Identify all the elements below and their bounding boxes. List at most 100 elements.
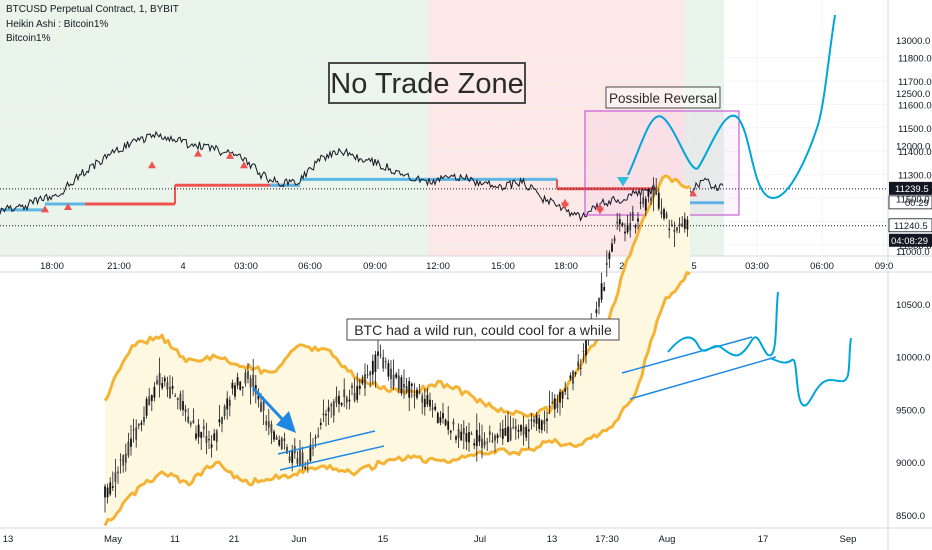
candle-body [176, 397, 179, 400]
time-tick-label: 17:30 [595, 534, 619, 545]
countdown-badge [888, 195, 932, 210]
candle-body [189, 422, 192, 425]
time-tick-label: May [104, 534, 122, 545]
buy-signal-marker [194, 149, 202, 157]
time-tick-label: 15:00 [491, 261, 515, 272]
candle-body [540, 420, 543, 431]
candle-body [127, 441, 130, 456]
candle-body [408, 381, 411, 398]
price-tick-label: 12500.0 [896, 89, 930, 100]
candle-body [475, 429, 478, 447]
no-trade-box [328, 62, 526, 104]
candle-body [348, 399, 351, 402]
candle-body [291, 450, 294, 464]
candle-body [566, 398, 569, 400]
price-tick-label: 11400.0 [898, 147, 932, 158]
candle-body [161, 383, 164, 388]
candle-body [439, 417, 442, 423]
candle-body [413, 394, 416, 397]
candle-body [275, 437, 278, 440]
candle-body [429, 399, 431, 407]
price-tick-label: 11300.0 [898, 171, 932, 182]
candle-body [533, 419, 535, 423]
candle-body [603, 287, 606, 291]
candle-body [670, 224, 673, 226]
candle-body [605, 262, 608, 266]
candle-body [234, 385, 236, 397]
candle-body [104, 486, 106, 498]
bitcoin1-legend[interactable]: Bitcoin1% [6, 33, 51, 44]
candle-body [488, 431, 491, 435]
candle-body [452, 421, 455, 425]
candle-body [371, 360, 374, 375]
channel-upper-jun [277, 430, 376, 455]
time-tick-label: Jun [291, 534, 306, 545]
price-line [0, 130, 724, 222]
lower-band [103, 271, 691, 527]
time-tick-label: 18:00 [40, 261, 64, 272]
candle-body [382, 357, 385, 369]
candle-body [647, 188, 650, 197]
candle-body [499, 429, 502, 431]
candle-body [543, 419, 546, 425]
heikin-ashi-legend[interactable]: Heikin Ashi : Bitcoin1% [6, 19, 109, 30]
time-tick-label: 13 [547, 534, 558, 545]
time-tick-label: Aug [659, 534, 676, 545]
candle-body [244, 372, 247, 384]
candle-body [179, 393, 182, 410]
candle-body [564, 388, 567, 392]
candle-body [322, 413, 325, 416]
candle-body [431, 407, 434, 410]
candle-body [135, 427, 138, 440]
countdown-value: 00:29 [905, 198, 929, 209]
candle-body [582, 351, 585, 353]
candle-body [364, 373, 366, 389]
candle-body [579, 367, 582, 369]
candle-body [611, 243, 613, 252]
candle-body [642, 197, 645, 204]
candle-body [455, 436, 457, 440]
candle-body [634, 225, 637, 228]
sell-signal-marker [596, 207, 604, 215]
candle-body [213, 433, 216, 441]
channel-upper-aug [621, 336, 753, 374]
time-tick-label: Sep [840, 534, 857, 545]
buy-signal-marker [689, 189, 697, 197]
candle-body [673, 229, 676, 232]
candle-body [267, 421, 270, 428]
candle-body [387, 363, 390, 377]
price-tick-label: 10000.0 [896, 353, 930, 364]
candle-body [132, 429, 135, 431]
candle-body [218, 419, 221, 423]
candle-body [595, 309, 598, 314]
candle-body [221, 416, 223, 424]
candle-body [465, 433, 468, 442]
candle-body [639, 202, 642, 204]
candle-body [215, 430, 218, 443]
price-tick-label: 11500.0 [898, 124, 932, 135]
pointer-arrow-shaft [251, 386, 285, 422]
candle-body [548, 405, 551, 408]
candle-body [392, 374, 395, 387]
candle-body [208, 439, 210, 441]
candle-body [358, 385, 361, 389]
time-tick-label: 4 [180, 261, 185, 272]
candle-body [195, 433, 197, 439]
time-tick-label: 15 [378, 534, 389, 545]
candle-body [572, 370, 574, 384]
no-trade-label: No Trade Zone [330, 68, 523, 100]
candle-body [621, 223, 624, 226]
time-tick-label: 06:00 [298, 261, 322, 272]
chart-title[interactable]: BTCUSD Perpetual Contract, 1, BYBIT [6, 4, 179, 15]
candle-body [561, 391, 564, 399]
countdown-badge [889, 233, 932, 247]
candle-body [106, 487, 109, 498]
candle-body [111, 486, 114, 488]
candle-body [361, 379, 364, 384]
candle-body [278, 439, 281, 446]
price-tick-label: 8500.0 [896, 511, 925, 522]
candle-body [117, 471, 119, 474]
candle-body [585, 339, 587, 356]
candle-body [483, 440, 486, 446]
candle-body [530, 419, 533, 421]
